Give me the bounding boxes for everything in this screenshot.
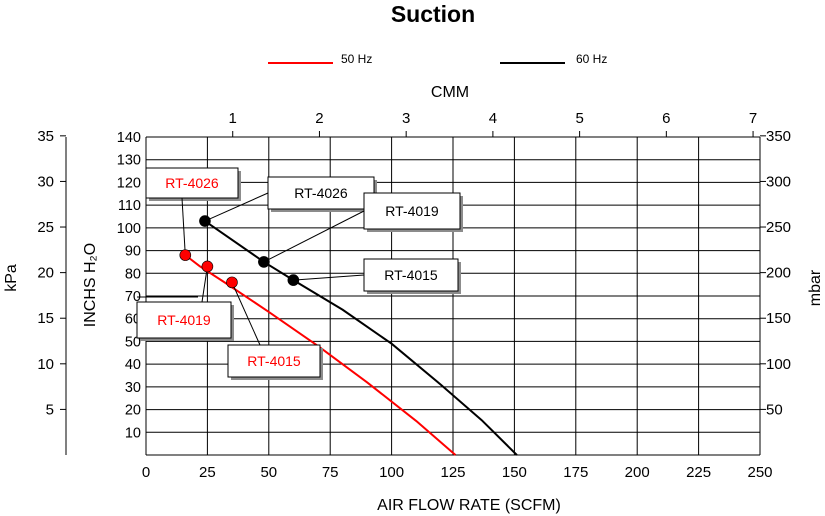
x2-tick-label: 7: [749, 110, 757, 127]
kpa-tick-label: 5: [46, 401, 54, 418]
callout-rt-4015-50hz: RT-4015: [226, 276, 323, 380]
callout-leader: [293, 274, 365, 281]
callout-box: [145, 167, 239, 199]
callout-box: [267, 176, 375, 210]
y-tick-label: 70: [125, 289, 141, 305]
x2-tick-label: 2: [315, 110, 323, 127]
data-point-marker: [258, 256, 270, 268]
callout-label: RT-4015: [247, 353, 301, 369]
y-tick-label: 80: [125, 266, 141, 282]
callout-label: RT-4019: [157, 312, 211, 328]
mbar-tick-label: 100: [766, 356, 791, 373]
x2-tick-label: 5: [575, 110, 583, 127]
callout-rt-4015-60hz: RT-4015: [287, 258, 461, 294]
x-tick-label: 150: [502, 464, 527, 481]
callout-leader: [201, 266, 208, 303]
data-point-marker: [201, 260, 214, 273]
callout-label: RT-4015: [384, 267, 438, 283]
y-tick-label: 20: [125, 403, 141, 419]
mbar-tick-label: 250: [766, 219, 791, 236]
callout-box: [363, 258, 459, 292]
y-tick-label: 130: [117, 153, 141, 169]
kpa-tick-label: 10: [37, 356, 54, 373]
x-tick-label: 25: [199, 464, 216, 481]
callout-box: [136, 301, 232, 339]
callout-rt-4026-60hz: RT-4026: [199, 176, 377, 227]
y-tick-label: 90: [125, 244, 141, 260]
data-point-marker: [179, 249, 192, 261]
callout-rt-4019-50hz: RT-4019: [136, 260, 234, 341]
mbar-tick-label: 200: [766, 265, 791, 282]
x2-tick-label: 6: [662, 110, 670, 127]
x2-tick-label: 3: [402, 110, 410, 127]
mbar-axis-label: mbar: [807, 269, 824, 306]
kpa-axis-label: kPa: [3, 264, 20, 292]
x-tick-label: 75: [322, 464, 339, 481]
y-tick-label: 100: [117, 221, 141, 237]
kpa-tick-label: 35: [37, 128, 54, 145]
callout-label: RT-4026: [165, 175, 219, 191]
callout-label: RT-4019: [385, 203, 439, 219]
callout-label: RT-4026: [294, 185, 348, 201]
callout-box: [363, 192, 461, 230]
data-point-marker: [287, 274, 300, 286]
x-tick-label: 125: [440, 464, 465, 481]
series-line-60hz: [204, 220, 518, 456]
y-axis-label: INCHS H₂O: [82, 243, 99, 327]
mbar-tick-label: 150: [766, 310, 791, 327]
mbar-tick-label: 350: [766, 128, 791, 145]
callout-rt-4019-60hz: RT-4019: [258, 192, 463, 268]
y-tick-label: 140: [117, 130, 141, 146]
y-tick-label: 110: [118, 198, 141, 214]
callouts: RT-4026 RT-4019 RT-4015 RT-4026 RT-4019 RT-40…: [136, 167, 463, 380]
x-axis-label: AIR FLOW RATE (SCFM): [377, 497, 561, 514]
data-point-marker: [226, 276, 238, 289]
legend-label-60hz: 60 Hz: [576, 52, 607, 66]
kpa-tick-label: 25: [37, 219, 54, 236]
legend-label-50hz: 50 Hz: [341, 52, 372, 66]
callout-rt-4026-50hz: RT-4026: [145, 167, 241, 261]
x-tick-label: 200: [625, 464, 650, 481]
x-tick-label: 100: [379, 464, 404, 481]
kpa-tick-label: 15: [37, 310, 54, 327]
x-tick-label: 250: [747, 464, 772, 481]
y-tick-label: 30: [125, 380, 141, 396]
x2-tick-label: 1: [229, 110, 237, 127]
callout-leader: [263, 210, 365, 263]
x-tick-label: 50: [260, 464, 277, 481]
callout-leader: [231, 282, 261, 346]
callout-leader: [181, 197, 186, 256]
callout-box: [227, 344, 321, 378]
kpa-tick-label: 30: [37, 173, 54, 190]
chart-title: Suction: [391, 1, 475, 27]
kpa-tick-label: 20: [37, 265, 54, 282]
axes: 0 25 50 75 100 125 150 175 200 225 250102030405060…: [37, 110, 791, 481]
y-tick-label: 40: [125, 357, 141, 373]
series-lines: [184, 220, 518, 456]
x-tick-label: 175: [563, 464, 588, 481]
y-tick-label: 10: [125, 425, 141, 441]
mbar-tick-label: 50: [766, 401, 783, 418]
x-tick-label: 225: [686, 464, 711, 481]
y-tick-label: 120: [117, 175, 141, 191]
legend: 50 Hz 60 Hz: [268, 52, 607, 66]
data-point-marker: [199, 215, 211, 227]
x2-tick-label: 4: [489, 110, 497, 127]
mbar-tick-label: 300: [766, 173, 791, 190]
x2-axis-label: CMM: [431, 84, 469, 101]
x-tick-label: 0: [142, 464, 150, 481]
callout-leader: [204, 192, 269, 222]
